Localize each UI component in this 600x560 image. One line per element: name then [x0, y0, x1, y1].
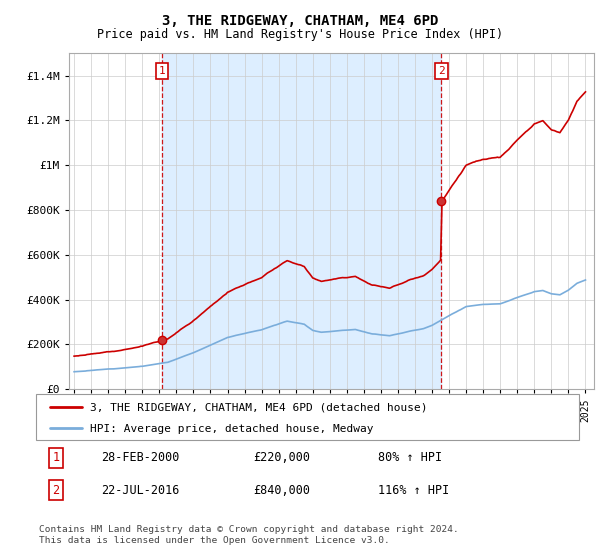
Text: 3, THE RIDGEWAY, CHATHAM, ME4 6PD (detached house): 3, THE RIDGEWAY, CHATHAM, ME4 6PD (detac…	[91, 403, 428, 413]
Text: £220,000: £220,000	[253, 451, 310, 464]
Text: 1: 1	[52, 451, 59, 464]
FancyBboxPatch shape	[36, 394, 579, 440]
Text: 22-JUL-2016: 22-JUL-2016	[101, 483, 179, 497]
Text: Price paid vs. HM Land Registry's House Price Index (HPI): Price paid vs. HM Land Registry's House …	[97, 28, 503, 41]
Text: 1: 1	[158, 66, 166, 76]
Text: 2: 2	[438, 66, 445, 76]
Text: £840,000: £840,000	[253, 483, 310, 497]
Text: 116% ↑ HPI: 116% ↑ HPI	[378, 483, 449, 497]
Bar	[162, 53, 442, 389]
Text: 3, THE RIDGEWAY, CHATHAM, ME4 6PD: 3, THE RIDGEWAY, CHATHAM, ME4 6PD	[162, 14, 438, 28]
Text: Contains HM Land Registry data © Crown copyright and database right 2024.
This d: Contains HM Land Registry data © Crown c…	[39, 525, 459, 545]
Text: 28-FEB-2000: 28-FEB-2000	[101, 451, 179, 464]
Text: 2: 2	[52, 483, 59, 497]
Text: HPI: Average price, detached house, Medway: HPI: Average price, detached house, Medw…	[91, 423, 374, 433]
Text: 80% ↑ HPI: 80% ↑ HPI	[378, 451, 442, 464]
